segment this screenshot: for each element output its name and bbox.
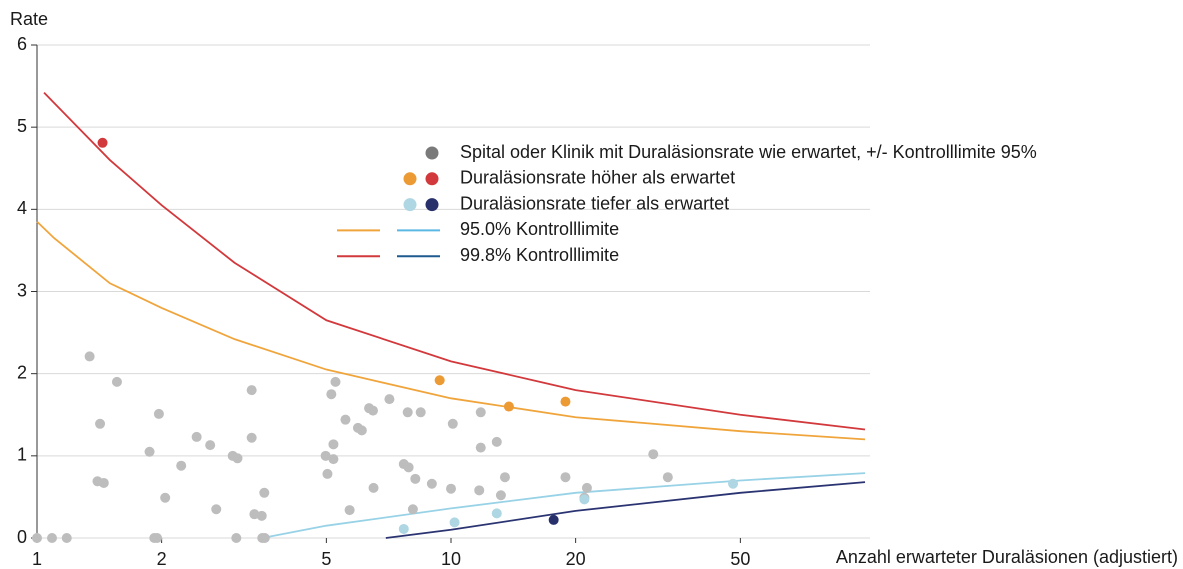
y-tick-label: 6	[17, 34, 27, 54]
x-tick-label: 5	[321, 549, 331, 569]
hospital-point	[84, 351, 95, 362]
legend-label: 95.0% Kontrolllimite	[460, 219, 619, 239]
hospital-point	[61, 533, 72, 543]
hospital-point	[503, 401, 514, 412]
x-tick-label: 50	[730, 549, 750, 569]
hospital-point	[328, 439, 339, 450]
hospital-point	[407, 504, 418, 515]
hospital-point	[153, 408, 164, 419]
hospital-point	[98, 477, 109, 488]
hospital-point	[322, 468, 333, 479]
hospital-point	[95, 418, 106, 429]
limit-line	[385, 481, 866, 539]
x-axis-label: Anzahl erwarteter Duraläsionen (adjustie…	[836, 547, 1178, 567]
hospital-point	[160, 492, 171, 503]
y-tick-label: 4	[17, 198, 27, 218]
hospital-point	[410, 473, 421, 484]
limit-line	[262, 472, 866, 539]
hospital-point	[560, 472, 571, 483]
x-tick-label: 2	[157, 549, 167, 569]
y-tick-label: 3	[17, 280, 27, 300]
y-tick-label: 1	[17, 445, 27, 465]
legend-dot	[425, 172, 439, 186]
hospital-point	[152, 533, 163, 543]
hospital-point	[474, 485, 485, 496]
legend-label: Spital oder Klinik mit Duraläsionsrate w…	[460, 142, 1037, 162]
hospital-point	[491, 508, 502, 519]
legend-label: Duraläsionsrate höher als erwartet	[460, 168, 735, 188]
hospital-point	[211, 504, 222, 515]
hospital-point	[446, 483, 456, 494]
hospital-point	[340, 414, 351, 425]
hospital-point	[560, 396, 571, 407]
hospital-point	[326, 389, 337, 400]
hospital-point	[495, 490, 506, 501]
hospital-point	[475, 442, 486, 453]
hospital-point	[403, 462, 414, 473]
limit-line	[43, 92, 866, 431]
hospital-point	[367, 405, 378, 416]
y-tick-label: 0	[17, 527, 27, 547]
hospital-point	[205, 440, 216, 451]
hospital-point	[384, 394, 395, 405]
hospital-point	[581, 482, 592, 493]
hospital-point	[97, 137, 108, 148]
x-tick-label: 1	[32, 549, 42, 569]
hospital-point	[491, 436, 502, 447]
hospital-point	[320, 450, 331, 461]
hospital-point	[246, 432, 257, 443]
hospital-point	[330, 376, 341, 387]
hospital-point	[111, 376, 122, 387]
hospital-point	[662, 472, 673, 483]
hospital-point	[232, 453, 243, 464]
hospital-point	[259, 533, 270, 543]
hospital-point	[144, 446, 155, 457]
y-tick-label: 2	[17, 362, 27, 382]
x-tick-label: 20	[566, 549, 586, 569]
hospital-point	[475, 407, 486, 418]
hospital-point	[32, 533, 42, 543]
legend-dot	[425, 146, 439, 160]
hospital-point	[246, 385, 257, 396]
x-tick-label: 10	[441, 549, 461, 569]
hospital-point	[231, 533, 242, 543]
limit-line	[36, 221, 866, 441]
hospital-point	[447, 418, 458, 429]
legend-label: Duraläsionsrate tiefer als erwartet	[460, 193, 729, 213]
hospital-point	[579, 494, 590, 505]
hospital-point	[415, 407, 426, 418]
hospital-point	[402, 407, 413, 418]
hospital-point	[368, 482, 379, 493]
hospital-point	[434, 375, 445, 386]
hospital-point	[344, 505, 355, 516]
hospital-point	[256, 510, 267, 521]
legend-label: 99.8% Kontrolllimite	[460, 245, 619, 265]
legend-dot	[403, 172, 417, 186]
hospital-point	[548, 514, 559, 525]
hospital-point	[191, 431, 202, 442]
y-tick-label: 5	[17, 116, 27, 136]
hospital-point	[328, 454, 339, 465]
hospital-point	[398, 523, 409, 534]
hospital-point	[356, 425, 367, 436]
hospital-point	[449, 517, 460, 528]
hospital-point	[46, 533, 57, 543]
hospital-point	[728, 478, 739, 489]
hospital-point	[259, 487, 270, 498]
legend-dot	[425, 198, 439, 212]
hospital-point	[499, 472, 510, 483]
hospital-point	[648, 449, 659, 460]
y-axis-label: Rate	[10, 9, 48, 29]
legend-dot	[403, 198, 417, 212]
hospital-point	[176, 460, 187, 471]
hospital-point	[426, 478, 437, 489]
